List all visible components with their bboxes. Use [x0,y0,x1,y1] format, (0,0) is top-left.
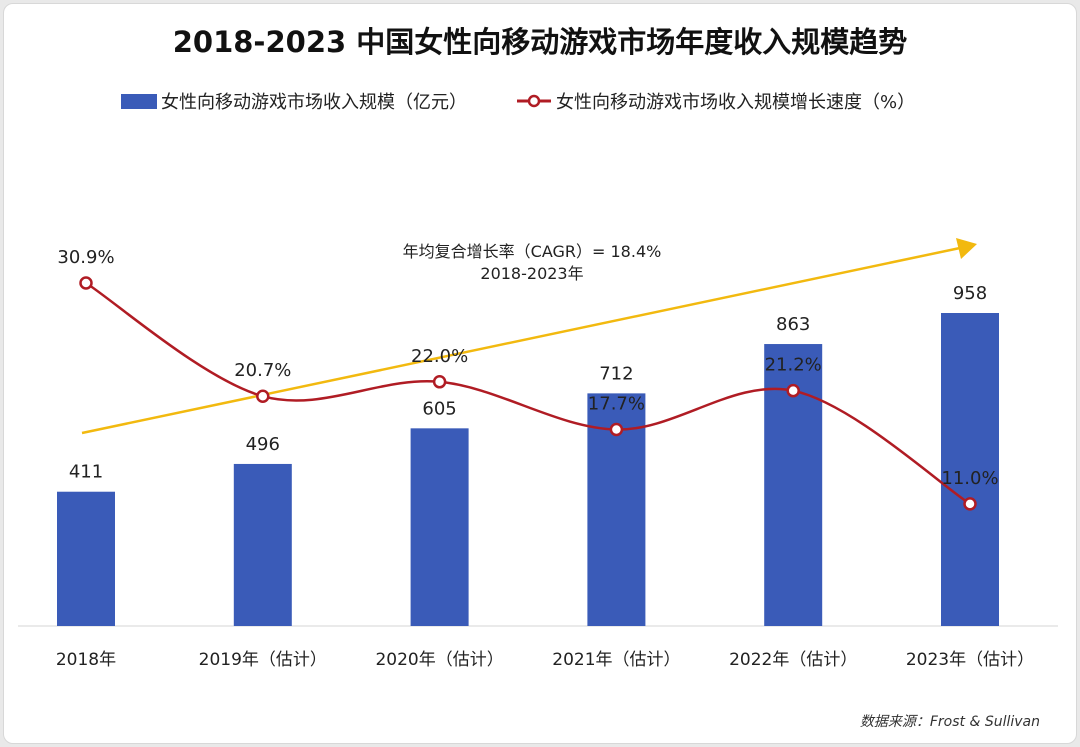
legend: 女性向移动游戏市场收入规模（亿元） 女性向移动游戏市场收入规模增长速度（%） [121,92,915,113]
growth-point [963,497,977,511]
growth-point [256,389,270,403]
legend-line-marker [527,94,541,108]
bar-value-label: 863 [776,314,810,335]
growth-value-label: 20.7% [234,360,291,381]
growth-point [79,276,93,290]
growth-value-label: 21.2% [765,355,822,376]
legend-bar-label: 女性向移动游戏市场收入规模（亿元） [161,92,467,113]
cagr-period: 2018-2023年 [480,264,583,283]
bar-value-label: 958 [953,283,987,304]
growth-value-label: 17.7% [588,394,645,415]
growth-value-label: 11.0% [941,468,998,489]
x-tick-label: 2018年 [56,650,116,670]
source-note: 数据来源：Frost & Sullivan [860,714,1040,730]
x-tick-label: 2023年（估计） [906,650,1034,670]
bar-value-label: 712 [599,363,633,384]
x-tick-label: 2019年（估计） [199,650,327,670]
growth-point [786,383,800,398]
cagr-annotation: 年均复合增长率（CAGR）= 18.4% 2018-2023年 [81,238,977,435]
bar [410,428,469,626]
bar-value-label: 496 [246,434,280,455]
bar [941,313,999,626]
cagr-arrow-head [956,238,977,259]
bar [57,491,115,626]
growth-value-label: 22.0% [411,346,468,367]
bar-value-label: 411 [69,462,103,483]
legend-line-label: 女性向移动游戏市场收入规模增长速度（%） [556,92,915,113]
x-tick-label: 2020年（估计） [375,650,503,670]
growth-point [432,375,447,389]
cagr-arrow-line [81,246,961,435]
bar-value-label: 605 [422,398,456,419]
bar [233,463,292,626]
chart-title: 2018-2023 中国女性向移动游戏市场年度收入规模趋势 [173,25,908,59]
growth-point [609,422,624,437]
growth-line [85,281,971,505]
growth-value-label: 30.9% [57,247,114,268]
chart-card [3,3,1077,744]
cagr-label: 年均复合增长率（CAGR）= 18.4% [403,242,662,261]
legend-bar-swatch [121,94,157,109]
x-tick-label: 2022年（估计） [729,650,857,670]
x-tick-label: 2021年（估计） [552,650,680,670]
